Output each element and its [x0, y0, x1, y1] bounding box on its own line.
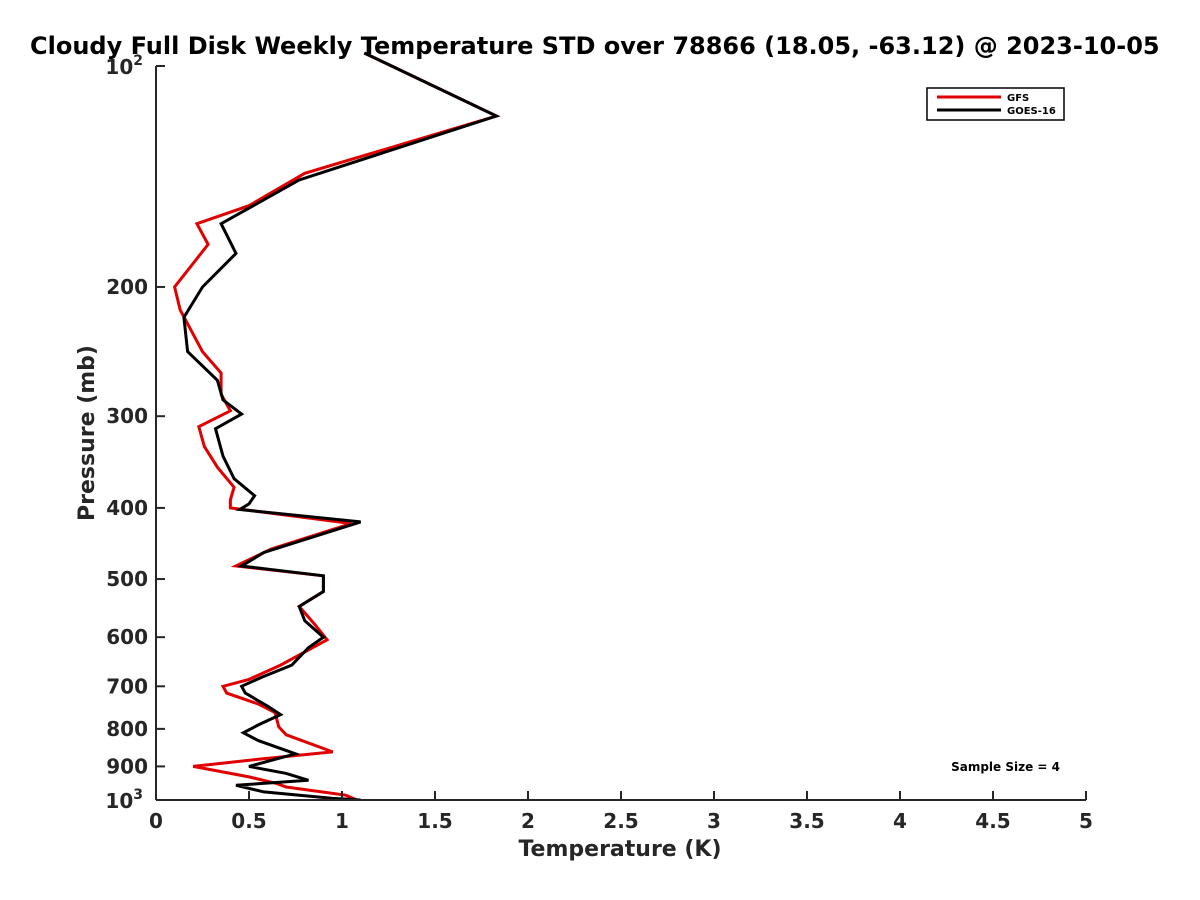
x-tick-label: 4.5: [975, 809, 1010, 833]
axes-layer: 0 0.5 1 1.5 2 2.5 3 3.5 4 4.5 51022003004005006007…: [105, 53, 1093, 833]
y-tick-base: 10: [105, 55, 133, 79]
y-tick-base: 10: [105, 789, 133, 813]
legend-box: [926, 87, 1065, 121]
x-tick-label: 2.5: [603, 809, 638, 833]
y-tick-label: 600: [106, 625, 148, 649]
y-tick-label: 300: [106, 404, 148, 428]
y-tick-label: 200: [106, 275, 148, 299]
x-tick-label: 1: [335, 809, 349, 833]
x-tick-label: 3: [707, 809, 721, 833]
y-tick-exponent: 2: [133, 53, 143, 69]
y-tick-label: 500: [106, 567, 148, 591]
x-axis-label: Temperature (K): [518, 837, 721, 862]
x-tick-label: 0: [149, 809, 163, 833]
legend-label: GFS: [1007, 93, 1029, 104]
series-layer: [172, 51, 501, 800]
y-tick-exponent: 3: [133, 787, 143, 803]
chart-title: Cloudy Full Disk Weekly Temperature STD …: [30, 32, 1160, 60]
y-tick-label: 102: [105, 53, 143, 79]
sample-size-annotation: Sample Size = 4: [951, 760, 1060, 774]
x-tick-label: 4: [893, 809, 907, 833]
x-tick-label: 0.5: [231, 809, 266, 833]
y-axis-label: Pressure (mb): [75, 345, 100, 521]
x-tick-label: 1.5: [417, 809, 452, 833]
y-tick-label: 900: [106, 754, 148, 778]
x-tick-label: 3.5: [789, 809, 824, 833]
y-tick-label: 700: [106, 674, 148, 698]
x-tick-label: 2: [521, 809, 535, 833]
y-tick-label: 400: [106, 496, 148, 520]
series-line-goes-16: [182, 51, 501, 800]
y-tick-label: 800: [106, 717, 148, 741]
x-tick-label: 5: [1079, 809, 1093, 833]
y-tick-label: 103: [105, 787, 143, 813]
legend: GFS GOES-16: [926, 87, 1065, 121]
legend-label: GOES-16: [1007, 106, 1056, 117]
